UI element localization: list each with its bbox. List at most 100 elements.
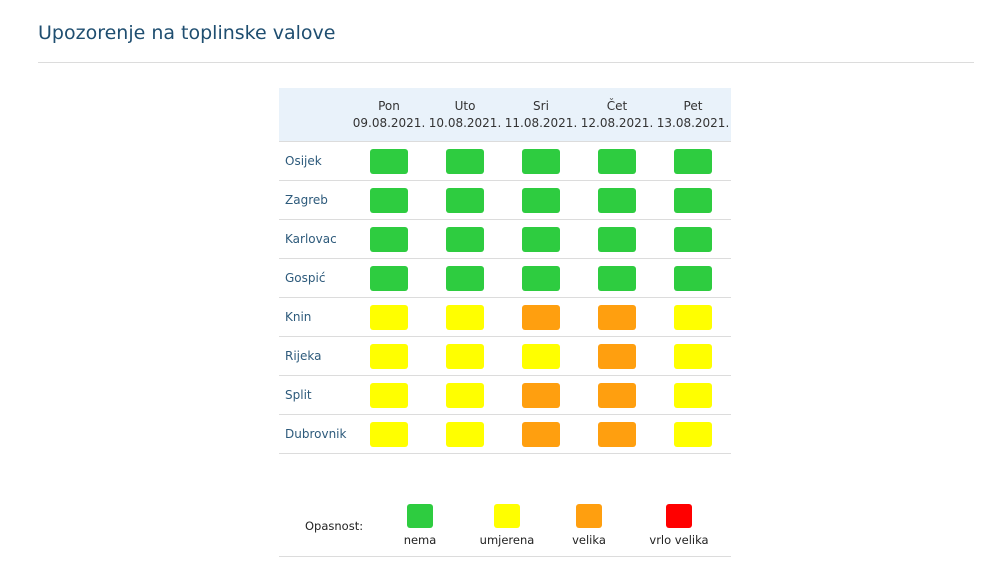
warning-level-box	[674, 265, 712, 291]
warning-cell	[503, 258, 579, 298]
warning-cell	[503, 141, 579, 181]
day-date: 09.08.2021.	[352, 115, 426, 130]
warning-level-box	[674, 343, 712, 369]
warning-cell	[655, 414, 731, 454]
warning-cell	[503, 375, 579, 415]
warning-level-box	[522, 226, 560, 252]
day-header: Pet 13.08.2021.	[655, 88, 731, 142]
legend-swatch	[494, 504, 520, 528]
warning-cell	[503, 336, 579, 376]
warning-level-box	[446, 148, 484, 174]
warning-level-box	[370, 304, 408, 330]
warning-cell	[351, 258, 427, 298]
table-row: Zagreb	[279, 180, 731, 220]
warning-level-box	[522, 265, 560, 291]
warning-cell	[655, 375, 731, 415]
warning-cell	[351, 297, 427, 337]
warning-cell	[427, 414, 503, 454]
warning-cell	[655, 336, 731, 376]
warning-cell	[579, 258, 655, 298]
legend-item-label: umjerena	[479, 533, 535, 547]
warning-cell	[655, 258, 731, 298]
table-row: Dubrovnik	[279, 414, 731, 454]
warning-cell	[579, 297, 655, 337]
warning-level-box	[522, 382, 560, 408]
warning-level-box	[598, 343, 636, 369]
table-row: Split	[279, 375, 731, 415]
warning-cell	[351, 219, 427, 259]
table-row: Gospić	[279, 258, 731, 298]
warning-cell	[503, 219, 579, 259]
day-header: Pon 09.08.2021.	[351, 88, 427, 142]
legend-item-label: velika	[572, 533, 606, 547]
warning-level-box	[370, 421, 408, 447]
warning-level-box	[598, 382, 636, 408]
warning-level-box	[446, 187, 484, 213]
warning-cell	[579, 414, 655, 454]
legend-item-label: nema	[403, 533, 437, 547]
warning-level-box	[674, 421, 712, 447]
warning-cell	[579, 180, 655, 220]
legend-item-nema: nema	[375, 504, 465, 547]
legend-item-label: vrlo velika	[649, 533, 709, 547]
day-name: Sri	[533, 98, 549, 113]
title-divider	[38, 62, 974, 63]
day-name: Pet	[683, 98, 703, 113]
warning-cell	[655, 180, 731, 220]
day-name: Pon	[378, 98, 400, 113]
danger-legend: Opasnost: nema umjerena velika vrlo veli…	[279, 492, 731, 557]
city-name: Osijek	[279, 141, 351, 181]
warning-level-box	[522, 304, 560, 330]
warning-cell	[351, 375, 427, 415]
city-name: Knin	[279, 297, 351, 337]
day-date: 12.08.2021.	[580, 115, 654, 130]
legend-swatch	[666, 504, 692, 528]
warning-cell	[579, 141, 655, 181]
table-row: Osijek	[279, 141, 731, 181]
warning-cell	[351, 336, 427, 376]
warning-level-box	[598, 187, 636, 213]
day-header: Sri 11.08.2021.	[503, 88, 579, 142]
warning-cell	[427, 180, 503, 220]
day-name: Čet	[606, 98, 628, 113]
warning-level-box	[370, 265, 408, 291]
warning-level-box	[674, 148, 712, 174]
warning-level-box	[598, 265, 636, 291]
warning-cell	[427, 258, 503, 298]
warning-level-box	[598, 421, 636, 447]
warning-cell	[579, 375, 655, 415]
legend-swatch	[576, 504, 602, 528]
warning-level-box	[370, 382, 408, 408]
day-date: 11.08.2021.	[504, 115, 578, 130]
day-date: 13.08.2021.	[656, 115, 730, 130]
warning-level-box	[674, 187, 712, 213]
warning-level-box	[522, 421, 560, 447]
legend-item-vrlo-velika: vrlo velika	[634, 504, 724, 547]
warning-cell	[427, 336, 503, 376]
warning-cell	[579, 219, 655, 259]
table-header-row: Pon 09.08.2021. Uto 10.08.2021. Sri 11.0…	[279, 88, 731, 142]
warning-level-box	[370, 226, 408, 252]
day-header: Uto 10.08.2021.	[427, 88, 503, 142]
city-name: Rijeka	[279, 336, 351, 376]
city-name: Split	[279, 375, 351, 415]
day-header: Čet 12.08.2021.	[579, 88, 655, 142]
legend-label: Opasnost:	[305, 519, 364, 533]
day-date: 10.08.2021.	[428, 115, 502, 130]
warning-cell	[351, 180, 427, 220]
city-name: Zagreb	[279, 180, 351, 220]
warning-cell	[427, 219, 503, 259]
table-corner-cell	[279, 88, 351, 142]
warning-cell	[579, 336, 655, 376]
legend-item-velika: velika	[544, 504, 634, 547]
warning-level-box	[674, 226, 712, 252]
warning-level-box	[598, 226, 636, 252]
city-name: Karlovac	[279, 219, 351, 259]
warning-cell	[655, 141, 731, 181]
warning-cell	[351, 141, 427, 181]
table-body: Osijek Zagreb Karlovac Gospić Knin Rijeka Spli…	[279, 141, 731, 454]
day-name: Uto	[454, 98, 476, 113]
warning-level-box	[674, 304, 712, 330]
warning-cell	[351, 414, 427, 454]
warning-level-box	[522, 148, 560, 174]
